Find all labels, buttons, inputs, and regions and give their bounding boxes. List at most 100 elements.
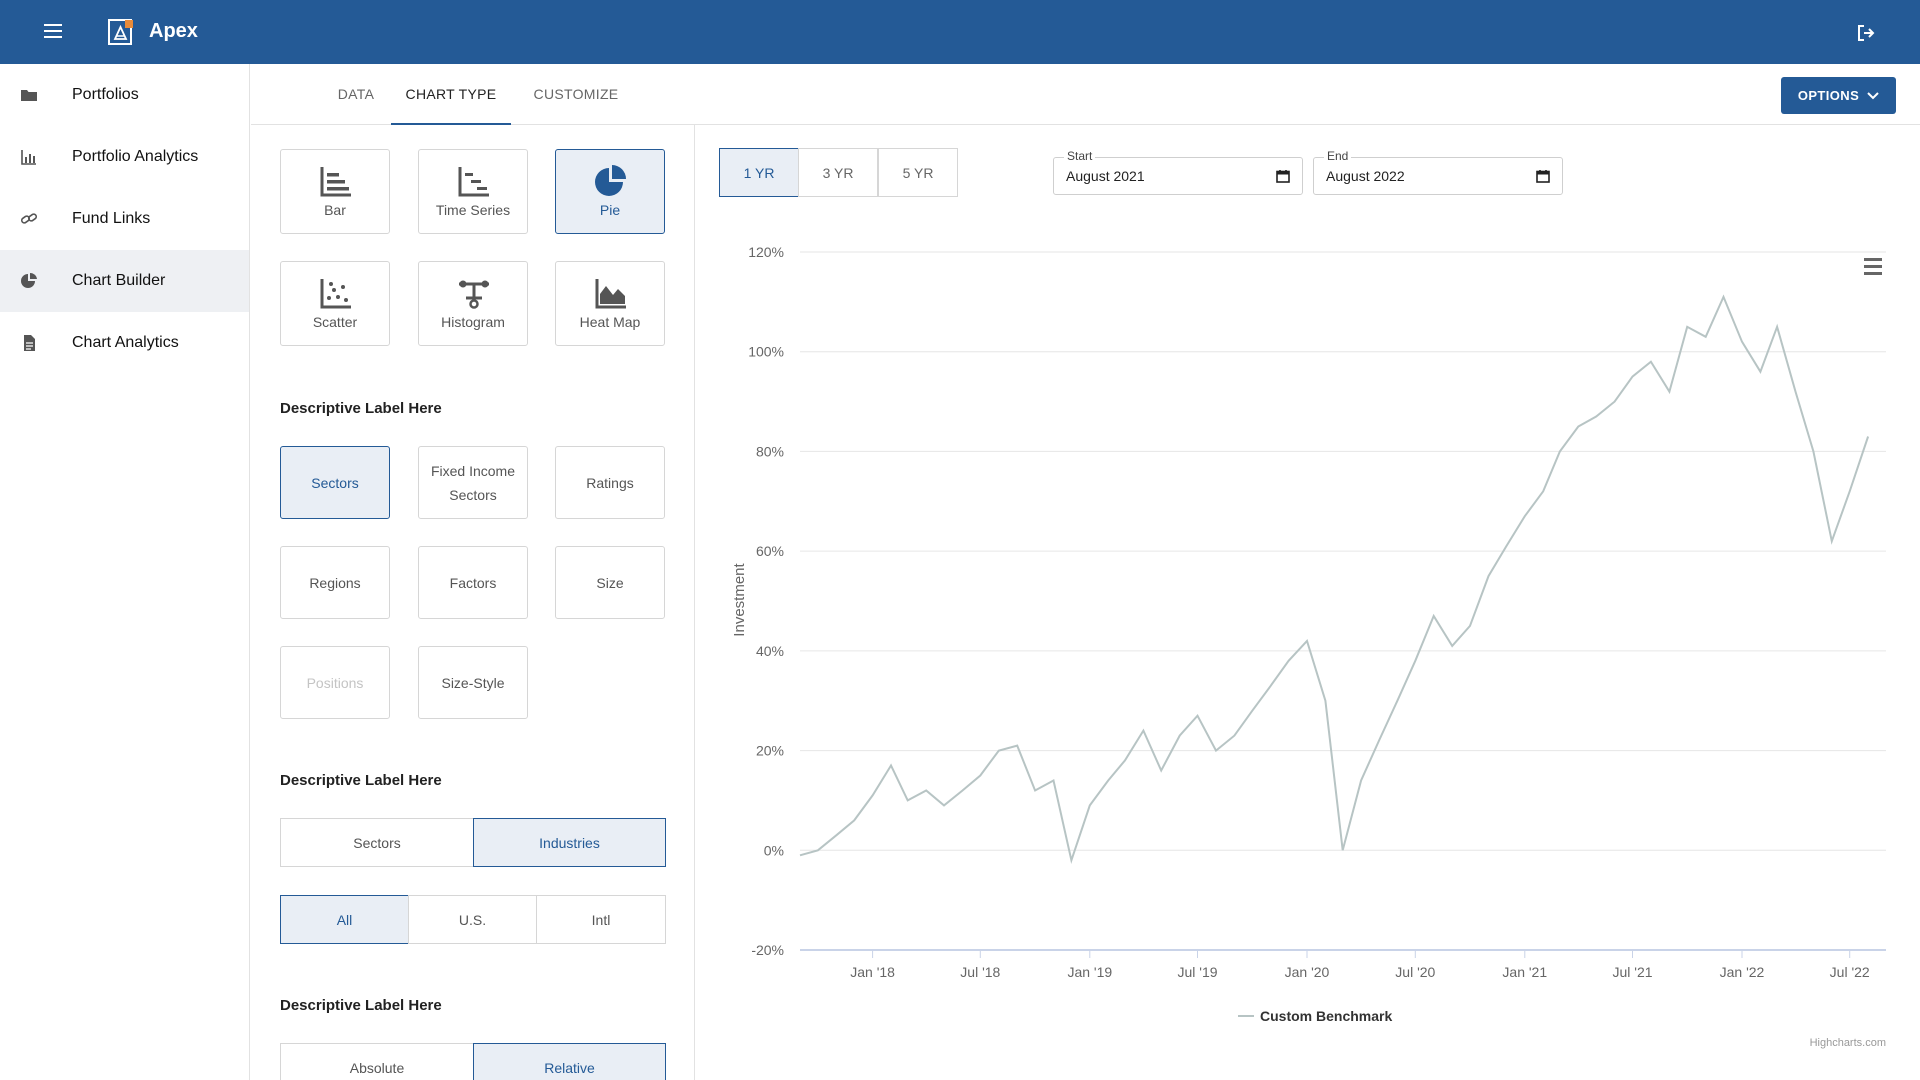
chart-type-time-series[interactable]: Time Series <box>418 149 528 234</box>
y-tick-label: 40% <box>756 643 784 659</box>
chart-type-label: Heat Map <box>579 314 641 330</box>
legend-item[interactable]: Custom Benchmark <box>1238 1008 1392 1024</box>
chart-menu-icon[interactable] <box>1864 258 1882 275</box>
chart-credits[interactable]: Highcharts.com <box>1810 1037 1886 1049</box>
tab-data[interactable]: DATA <box>337 86 375 102</box>
start-date-value: August 2021 <box>1066 168 1145 184</box>
investment-line-chart: -20% 0% 20% 40% 60% 80% 100% 120% Jan '18 Jul '1… <box>731 244 1886 1049</box>
sidebar-item-chart-builder[interactable]: Chart Builder <box>0 250 249 312</box>
time-series-icon <box>458 167 489 197</box>
calendar-icon[interactable] <box>1536 169 1550 183</box>
chevron-down-icon <box>1867 91 1879 99</box>
option-ratings[interactable]: Ratings <box>555 446 665 519</box>
section-label: Descriptive Label Here <box>280 400 442 417</box>
tab-customize[interactable]: CUSTOMIZE <box>533 86 619 102</box>
folder-icon <box>21 90 37 101</box>
legend-label: Custom Benchmark <box>1260 1008 1392 1024</box>
tab-chart-type[interactable]: CHART TYPE <box>391 64 511 125</box>
pie-chart-icon <box>21 272 37 288</box>
y-axis-ticks: -20% 0% 20% 40% 60% 80% 100% 120% <box>748 244 784 958</box>
sidebar-item-label: Portfolio Analytics <box>72 148 199 165</box>
sidebar-item-portfolio-analytics[interactable]: Portfolio Analytics <box>0 126 249 188</box>
chart-type-bar[interactable]: Bar <box>280 149 390 234</box>
range-5yr-button[interactable]: 5 YR <box>878 148 958 197</box>
sidebar-item-label: Portfolios <box>72 86 139 103</box>
section-label: Descriptive Label Here <box>280 772 442 789</box>
heat-map-icon <box>595 279 626 309</box>
sidebar-item-fund-links[interactable]: Fund Links <box>0 188 249 250</box>
option-regions[interactable]: Regions <box>280 546 390 619</box>
x-tick-label: Jan '19 <box>1067 964 1112 980</box>
y-tick-label: 60% <box>756 543 784 559</box>
start-date-field[interactable]: Start August 2021 <box>1053 149 1303 195</box>
options-button[interactable]: OPTIONS <box>1781 77 1896 114</box>
sidebar-item-portfolios[interactable]: Portfolios <box>0 64 249 126</box>
y-tick-label: 120% <box>748 244 784 260</box>
x-tick-label: Jul '18 <box>960 964 1000 980</box>
end-date-label: End <box>1324 149 1352 163</box>
toggle-absolute[interactable]: Absolute <box>280 1043 474 1080</box>
toggle-sectors[interactable]: Sectors <box>280 818 474 867</box>
chart-grid <box>800 251 1886 951</box>
y-tick-label: 100% <box>748 344 784 360</box>
end-date-field[interactable]: End August 2022 <box>1313 149 1563 195</box>
x-tick-label: Jan '20 <box>1285 964 1330 980</box>
x-axis-ticks: Jan '18 Jul '18 Jan '19 Jul '19 Jan '20 Jul '… <box>850 950 1870 980</box>
option-positions: Positions <box>280 646 390 719</box>
x-tick-label: Jan '18 <box>850 964 895 980</box>
option-factors[interactable]: Factors <box>418 546 528 619</box>
sidebar-item-label: Chart Builder <box>72 272 166 289</box>
start-date-label: Start <box>1064 149 1096 163</box>
toggle-relative[interactable]: Relative <box>473 1043 666 1080</box>
sidebar: Portfolios Portfolio Analytics Fund Link… <box>0 64 250 1080</box>
toggle-industries[interactable]: Industries <box>473 818 666 867</box>
chart-type-scatter[interactable]: Scatter <box>280 261 390 346</box>
range-1yr-button[interactable]: 1 YR <box>719 148 799 197</box>
y-tick-label: 0% <box>764 842 784 858</box>
pie-icon <box>595 165 626 196</box>
bar-chart-icon <box>21 150 36 165</box>
top-app-bar: Apex <box>0 0 1920 64</box>
series-line-custom-benchmark <box>799 294 1870 865</box>
options-button-label: OPTIONS <box>1797 88 1860 103</box>
chart-type-heat-map[interactable]: Heat Map <box>555 261 665 346</box>
y-tick-label: -20% <box>751 942 784 958</box>
x-tick-label: Jul '21 <box>1612 964 1652 980</box>
y-axis-label: Investment <box>731 562 748 636</box>
chart-type-label: Pie <box>599 202 621 218</box>
document-icon <box>24 335 35 351</box>
option-size[interactable]: Size <box>555 546 665 619</box>
section-label: Descriptive Label Here <box>280 997 442 1014</box>
region-all[interactable]: All <box>280 895 409 944</box>
sidebar-item-label: Chart Analytics <box>72 334 179 351</box>
option-size-style[interactable]: Size-Style <box>418 646 528 719</box>
y-tick-label: 80% <box>756 443 784 459</box>
logout-icon[interactable] <box>1857 24 1875 42</box>
region-intl[interactable]: Intl <box>536 895 666 944</box>
x-tick-label: Jan '21 <box>1502 964 1547 980</box>
tab-bar: DATA CHART TYPE CUSTOMIZE <box>251 64 1920 125</box>
chart-config-panel: Bar Time Series Pie Scatter Histogram He… <box>251 125 695 1080</box>
x-tick-label: Jul '20 <box>1395 964 1435 980</box>
option-fixed-income-sectors[interactable]: Fixed Income Sectors <box>418 446 528 519</box>
chart-type-histogram[interactable]: Histogram <box>418 261 528 346</box>
x-tick-label: Jul '19 <box>1177 964 1217 980</box>
option-sectors[interactable]: Sectors <box>280 446 390 519</box>
bar-icon <box>320 167 351 197</box>
link-icon <box>20 213 38 224</box>
chart-type-label: Time Series <box>435 202 511 218</box>
region-us[interactable]: U.S. <box>408 895 537 944</box>
sidebar-item-label: Fund Links <box>72 210 151 227</box>
chart-type-pie[interactable]: Pie <box>555 149 665 234</box>
chart-type-label: Bar <box>324 202 346 218</box>
range-3yr-button[interactable]: 3 YR <box>798 148 878 197</box>
histogram-icon <box>459 280 489 309</box>
calendar-icon[interactable] <box>1276 169 1290 183</box>
menu-icon[interactable] <box>44 24 62 40</box>
apex-logo <box>108 19 133 45</box>
sidebar-item-chart-analytics[interactable]: Chart Analytics <box>0 312 249 374</box>
app-title: Apex <box>149 20 198 42</box>
scatter-icon <box>320 279 351 309</box>
chart-type-label: Scatter <box>312 314 358 330</box>
chart-type-label: Histogram <box>441 314 505 330</box>
